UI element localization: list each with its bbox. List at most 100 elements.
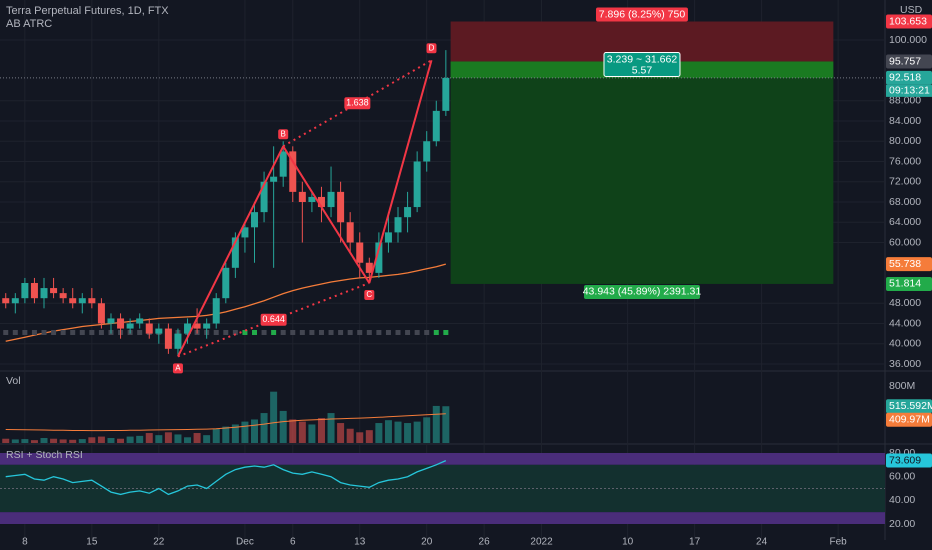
signal-square xyxy=(98,330,104,335)
signal-square xyxy=(213,330,219,335)
candle-body xyxy=(145,323,153,334)
signal-square xyxy=(232,330,238,335)
ratio-label: 3.239 ~ 31.662 xyxy=(607,53,678,65)
candle-body xyxy=(97,303,105,324)
signal-square xyxy=(376,330,382,335)
candle-body xyxy=(107,318,115,324)
candle-body xyxy=(164,328,172,349)
x-tick-label: 13 xyxy=(354,537,366,548)
indicator-name: AB ATRC xyxy=(6,18,52,30)
pattern-leg xyxy=(177,145,285,357)
candle-body xyxy=(21,283,29,299)
ratio-tag: 0.644 xyxy=(262,314,285,324)
ma-tag: 55.738 xyxy=(889,258,921,270)
signal-square xyxy=(290,330,296,335)
candle-body xyxy=(413,161,421,208)
point-tag-bg xyxy=(426,43,437,54)
x-tick-label: 26 xyxy=(479,537,491,548)
signal-square xyxy=(395,330,401,335)
volume-bar xyxy=(107,438,115,443)
volume-bar xyxy=(126,436,134,443)
candle-body xyxy=(203,323,211,329)
volume-bar xyxy=(384,420,392,443)
volume-bar xyxy=(193,433,201,443)
signal-square xyxy=(12,330,18,335)
ratio-tag: 1.638 xyxy=(346,98,369,108)
target-price-tag: 51.814 xyxy=(889,278,921,290)
volume-bar xyxy=(308,424,316,443)
signal-square xyxy=(299,330,305,335)
candle-body xyxy=(193,323,201,329)
target-zone xyxy=(450,61,834,284)
signal-square xyxy=(251,330,257,335)
rsi-tag-bg xyxy=(886,453,932,468)
volume-bar xyxy=(317,418,325,443)
candle-body xyxy=(174,333,182,349)
candle-body xyxy=(279,151,287,177)
pattern-leg xyxy=(282,145,371,284)
y-tick-label: 84.000 xyxy=(889,115,921,127)
ratio-label-bg xyxy=(603,51,681,77)
stop-price-tag-bg xyxy=(886,14,932,29)
y-tick-label: 20.00 xyxy=(889,518,915,530)
candle-body xyxy=(78,298,86,304)
volume-bar xyxy=(404,423,412,443)
ratio-tag-bg xyxy=(260,313,287,326)
signal-square xyxy=(424,330,430,335)
stop-label: 7.896 (8.25%) 750 xyxy=(599,8,686,20)
signal-square xyxy=(51,330,57,335)
volume-bar xyxy=(145,433,153,443)
candle-body xyxy=(394,217,402,233)
candle-body xyxy=(155,328,163,334)
rsi-tag: 73.609 xyxy=(889,454,921,466)
x-tick-label: 6 xyxy=(290,537,296,548)
x-tick-label: 10 xyxy=(622,537,634,548)
candle-body xyxy=(317,196,325,208)
volume-bar xyxy=(423,417,431,443)
last-price-tag: 92.518 xyxy=(889,72,921,84)
candle-body xyxy=(442,77,450,111)
rsi-band xyxy=(0,512,885,525)
volume-bar xyxy=(21,439,29,443)
candle-body xyxy=(365,262,373,273)
signal-square xyxy=(223,330,229,335)
candle-body xyxy=(308,196,316,202)
target-price-tag-bg xyxy=(886,276,932,291)
y-tick-label: 76.000 xyxy=(889,155,921,167)
candle-body xyxy=(298,191,306,202)
rr-label: 5.57 xyxy=(632,64,653,76)
volume-ma-tag: 409.97M xyxy=(889,414,930,426)
volume-bar xyxy=(356,432,364,443)
target-label-bg xyxy=(583,284,700,299)
timer: 09:13:21 xyxy=(889,85,930,97)
volume-bar xyxy=(346,428,354,443)
candle-body xyxy=(126,323,134,329)
candle-body xyxy=(260,181,268,213)
candle-body xyxy=(2,298,10,304)
ma-tag-bg xyxy=(886,257,932,272)
candle-body xyxy=(184,323,192,334)
signal-square xyxy=(385,330,391,335)
candle-body xyxy=(241,227,249,238)
signal-square xyxy=(242,330,248,335)
candle-body xyxy=(117,318,125,329)
candle-body xyxy=(404,207,412,218)
signal-square xyxy=(414,330,420,335)
signal-square xyxy=(443,330,449,335)
moving-average xyxy=(5,263,446,342)
entry-price-tag: 95.757 xyxy=(889,55,921,67)
signal-square xyxy=(41,330,47,335)
volume-bar xyxy=(2,438,10,443)
y-tick-label: 48.000 xyxy=(889,297,921,309)
signal-square xyxy=(79,330,85,335)
signal-square xyxy=(137,330,143,335)
y-tick-label: 40.00 xyxy=(889,494,915,506)
volume-bar xyxy=(375,423,383,443)
x-tick-label: 20 xyxy=(421,537,433,548)
y-tick-label: 68.000 xyxy=(889,196,921,208)
volume-bar xyxy=(241,421,249,443)
candle-body xyxy=(432,110,440,142)
signal-square xyxy=(318,330,324,335)
x-tick-label: Dec xyxy=(236,537,254,548)
y-tick-label: 80.000 xyxy=(889,135,921,147)
